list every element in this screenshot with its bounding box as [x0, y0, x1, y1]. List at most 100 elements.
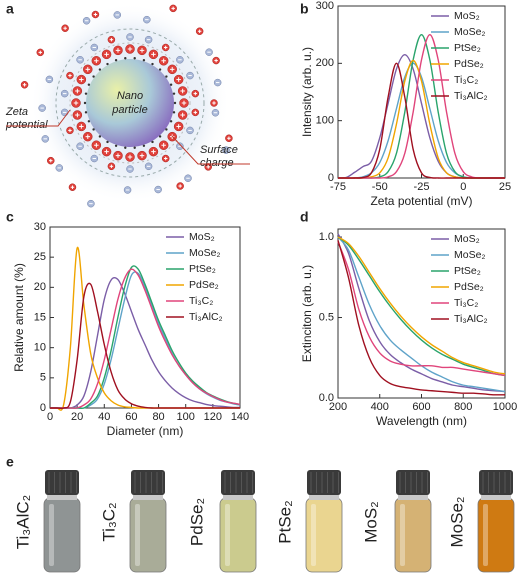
data-line	[337, 236, 506, 377]
legend-label: Ti₃C₂	[454, 297, 478, 309]
surface-charge	[87, 120, 91, 123]
legend-label: MoSe₂	[454, 26, 486, 38]
legend-label: MoSe₂	[454, 249, 486, 261]
surface-charge	[158, 135, 162, 138]
y-tick-label: 0.5	[319, 311, 334, 323]
data-line	[337, 233, 506, 393]
surface-charge	[172, 111, 176, 114]
vial-neck	[309, 494, 339, 500]
data-line	[337, 54, 505, 179]
surface-charge	[133, 146, 136, 149]
series-group	[337, 33, 505, 179]
x-tick-label: 600	[412, 401, 430, 413]
data-line	[337, 241, 506, 377]
surface-charge	[142, 59, 146, 62]
y-tick-label: 15	[34, 311, 46, 323]
vial-label: Ti₃AlC₂	[13, 495, 32, 549]
panel-label: c	[6, 209, 14, 225]
surface-charge	[84, 92, 88, 95]
vial-highlight	[225, 504, 230, 566]
surface-label: charge	[200, 157, 234, 169]
surface-charge	[124, 57, 127, 60]
x-tick-label: 40	[98, 411, 110, 423]
x-tick-label: 400	[371, 401, 389, 413]
x-axis-label: Diameter (nm)	[107, 424, 184, 438]
surface-charge	[92, 128, 95, 131]
surface-charge	[142, 144, 146, 147]
x-tick-label: -75	[330, 181, 346, 193]
y-tick-label: 0.0	[319, 392, 334, 404]
vial-neck	[47, 494, 77, 500]
y-tick-label: 30	[34, 221, 46, 233]
y-tick-label: 25	[34, 251, 46, 263]
x-tick-label: 80	[152, 411, 164, 423]
vial-cap	[307, 470, 341, 495]
vial-cap	[479, 470, 513, 495]
data-line	[338, 62, 505, 179]
data-line	[337, 236, 506, 375]
panel-label: d	[300, 209, 309, 225]
series-group	[49, 246, 241, 411]
vial-neck	[481, 494, 511, 500]
y-tick-label: 100	[316, 115, 334, 127]
vial-neck	[398, 494, 428, 500]
y-tick-label: 20	[34, 281, 46, 293]
legend-label: MoS₂	[454, 10, 480, 22]
vial-neck	[133, 494, 163, 500]
y-axis-label: Intensity (arb. u.)	[300, 47, 314, 137]
surface-charge	[169, 83, 173, 86]
panel-label: b	[300, 1, 309, 17]
legend-label: PdSe₂	[454, 58, 484, 70]
surface-charge	[151, 62, 154, 66]
y-tick-label: 5	[40, 372, 46, 384]
legend-label: Ti₃AlC₂	[454, 313, 488, 325]
surface-charge	[151, 140, 154, 144]
surface-charge	[165, 75, 168, 78]
surface-charge	[106, 140, 109, 144]
zeta-label: potential	[5, 119, 48, 131]
vial-neck	[223, 494, 253, 500]
data-line	[50, 282, 240, 410]
vial-label: Ti₃C₂	[99, 502, 118, 541]
vial-highlight	[49, 504, 54, 566]
x-tick-label: 0	[47, 411, 53, 423]
x-axis-label: Wavelength (nm)	[376, 414, 467, 428]
legend-label: PtSe₂	[189, 263, 216, 275]
particle-label: Nano	[117, 90, 143, 102]
x-tick-label: 1000	[493, 401, 517, 413]
data-line	[50, 268, 241, 409]
y-tick-label: 1.0	[319, 231, 334, 243]
x-tick-label: 25	[499, 181, 511, 193]
surface-charge	[84, 111, 88, 114]
series-group	[337, 233, 506, 396]
y-tick-label: 200	[316, 57, 334, 69]
vial-cap	[221, 470, 255, 495]
pointer	[171, 135, 250, 165]
surface-charge	[165, 128, 168, 131]
x-tick-label: 200	[329, 401, 347, 413]
legend-label: Ti₃AlC₂	[454, 90, 488, 102]
x-tick-label: -25	[414, 181, 430, 193]
legend-label: MoSe₂	[189, 247, 221, 259]
vial-label: PdSe₂	[187, 498, 206, 546]
x-tick-label: 0	[460, 181, 466, 193]
vial-label: MoS₂	[361, 501, 380, 543]
legend-label: MoS₂	[454, 233, 480, 245]
nanoparticle	[86, 59, 174, 147]
y-tick-label: 0	[40, 402, 46, 414]
x-tick-label: 120	[204, 411, 222, 423]
surface-charge	[92, 75, 95, 78]
surface-charge	[124, 146, 127, 149]
vial-highlight	[400, 504, 405, 566]
vial-highlight	[135, 504, 140, 566]
x-tick-label: 800	[454, 401, 472, 413]
vial-label: PtSe₂	[275, 500, 294, 543]
legend-label: PdSe₂	[189, 279, 219, 291]
vial-label: MoSe₂	[447, 496, 466, 547]
legend-label: MoS₂	[189, 231, 215, 243]
panel-label: a	[6, 1, 14, 17]
x-tick-label: -50	[372, 181, 388, 193]
legend-label: Ti₃C₂	[454, 74, 478, 86]
data-line	[50, 271, 241, 409]
